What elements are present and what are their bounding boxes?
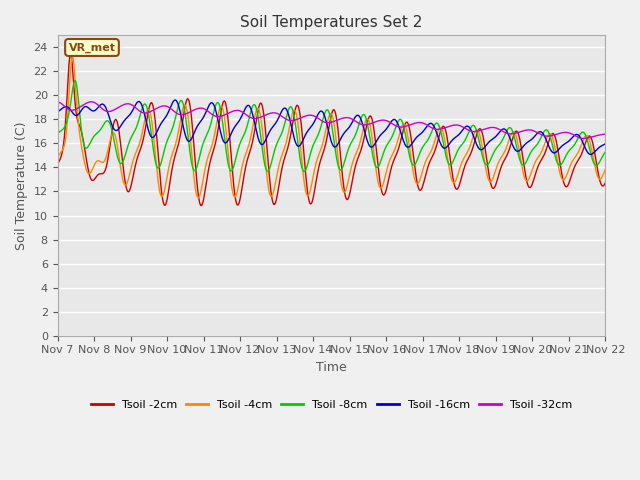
Tsoil -4cm xyxy=(54,154,61,160)
Line: Tsoil -32cm: Tsoil -32cm xyxy=(58,102,605,138)
Tsoil -4cm xyxy=(177,119,184,125)
Tsoil -16cm xyxy=(602,141,609,147)
Tsoil -16cm xyxy=(587,152,595,157)
Y-axis label: Soil Temperature (C): Soil Temperature (C) xyxy=(15,121,28,250)
X-axis label: Time: Time xyxy=(316,361,347,374)
Tsoil -4cm xyxy=(602,167,609,172)
Tsoil -8cm xyxy=(301,169,308,175)
Tsoil -2cm xyxy=(206,160,214,166)
Tsoil -32cm xyxy=(54,99,61,105)
Tsoil -2cm xyxy=(67,51,74,57)
Tsoil -16cm xyxy=(399,135,406,141)
Tsoil -32cm xyxy=(87,99,95,105)
Tsoil -8cm xyxy=(177,98,184,104)
Tsoil -2cm xyxy=(415,187,423,193)
Tsoil -8cm xyxy=(415,151,423,157)
Tsoil -8cm xyxy=(602,149,609,155)
Tsoil -8cm xyxy=(54,131,61,136)
Tsoil -8cm xyxy=(121,155,129,160)
Tsoil -16cm xyxy=(177,109,184,115)
Tsoil -16cm xyxy=(171,97,179,103)
Tsoil -4cm xyxy=(415,178,423,184)
Tsoil -4cm xyxy=(121,182,129,188)
Line: Tsoil -16cm: Tsoil -16cm xyxy=(58,100,605,155)
Tsoil -4cm xyxy=(206,149,214,155)
Tsoil -2cm xyxy=(177,133,184,139)
Line: Tsoil -8cm: Tsoil -8cm xyxy=(58,81,605,172)
Tsoil -2cm xyxy=(63,86,71,92)
Tsoil -4cm xyxy=(399,121,407,127)
Tsoil -32cm xyxy=(415,120,422,125)
Line: Tsoil -4cm: Tsoil -4cm xyxy=(58,57,605,198)
Tsoil -16cm xyxy=(63,104,71,110)
Tsoil -16cm xyxy=(205,102,213,108)
Tsoil -32cm xyxy=(177,112,184,118)
Tsoil -32cm xyxy=(602,132,609,137)
Tsoil -32cm xyxy=(399,124,406,130)
Tsoil -32cm xyxy=(63,106,71,111)
Tsoil -32cm xyxy=(205,109,213,115)
Tsoil -32cm xyxy=(121,101,129,107)
Tsoil -8cm xyxy=(399,122,407,128)
Tsoil -2cm xyxy=(399,127,407,132)
Tsoil -8cm xyxy=(205,126,213,132)
Line: Tsoil -2cm: Tsoil -2cm xyxy=(58,54,605,205)
Tsoil -4cm xyxy=(63,116,71,122)
Title: Soil Temperatures Set 2: Soil Temperatures Set 2 xyxy=(240,15,422,30)
Text: VR_met: VR_met xyxy=(68,42,115,53)
Tsoil -2cm xyxy=(121,175,129,181)
Tsoil -4cm xyxy=(195,195,202,201)
Tsoil -8cm xyxy=(63,117,71,123)
Tsoil -32cm xyxy=(580,135,588,141)
Tsoil -2cm xyxy=(602,180,609,186)
Tsoil -16cm xyxy=(415,132,422,138)
Tsoil -16cm xyxy=(120,119,127,124)
Legend: Tsoil -2cm, Tsoil -4cm, Tsoil -8cm, Tsoil -16cm, Tsoil -32cm: Tsoil -2cm, Tsoil -4cm, Tsoil -8cm, Tsoi… xyxy=(86,395,577,414)
Tsoil -8cm xyxy=(71,78,79,84)
Tsoil -4cm xyxy=(69,54,77,60)
Tsoil -2cm xyxy=(54,161,61,167)
Tsoil -2cm xyxy=(198,203,205,208)
Tsoil -16cm xyxy=(54,108,61,114)
